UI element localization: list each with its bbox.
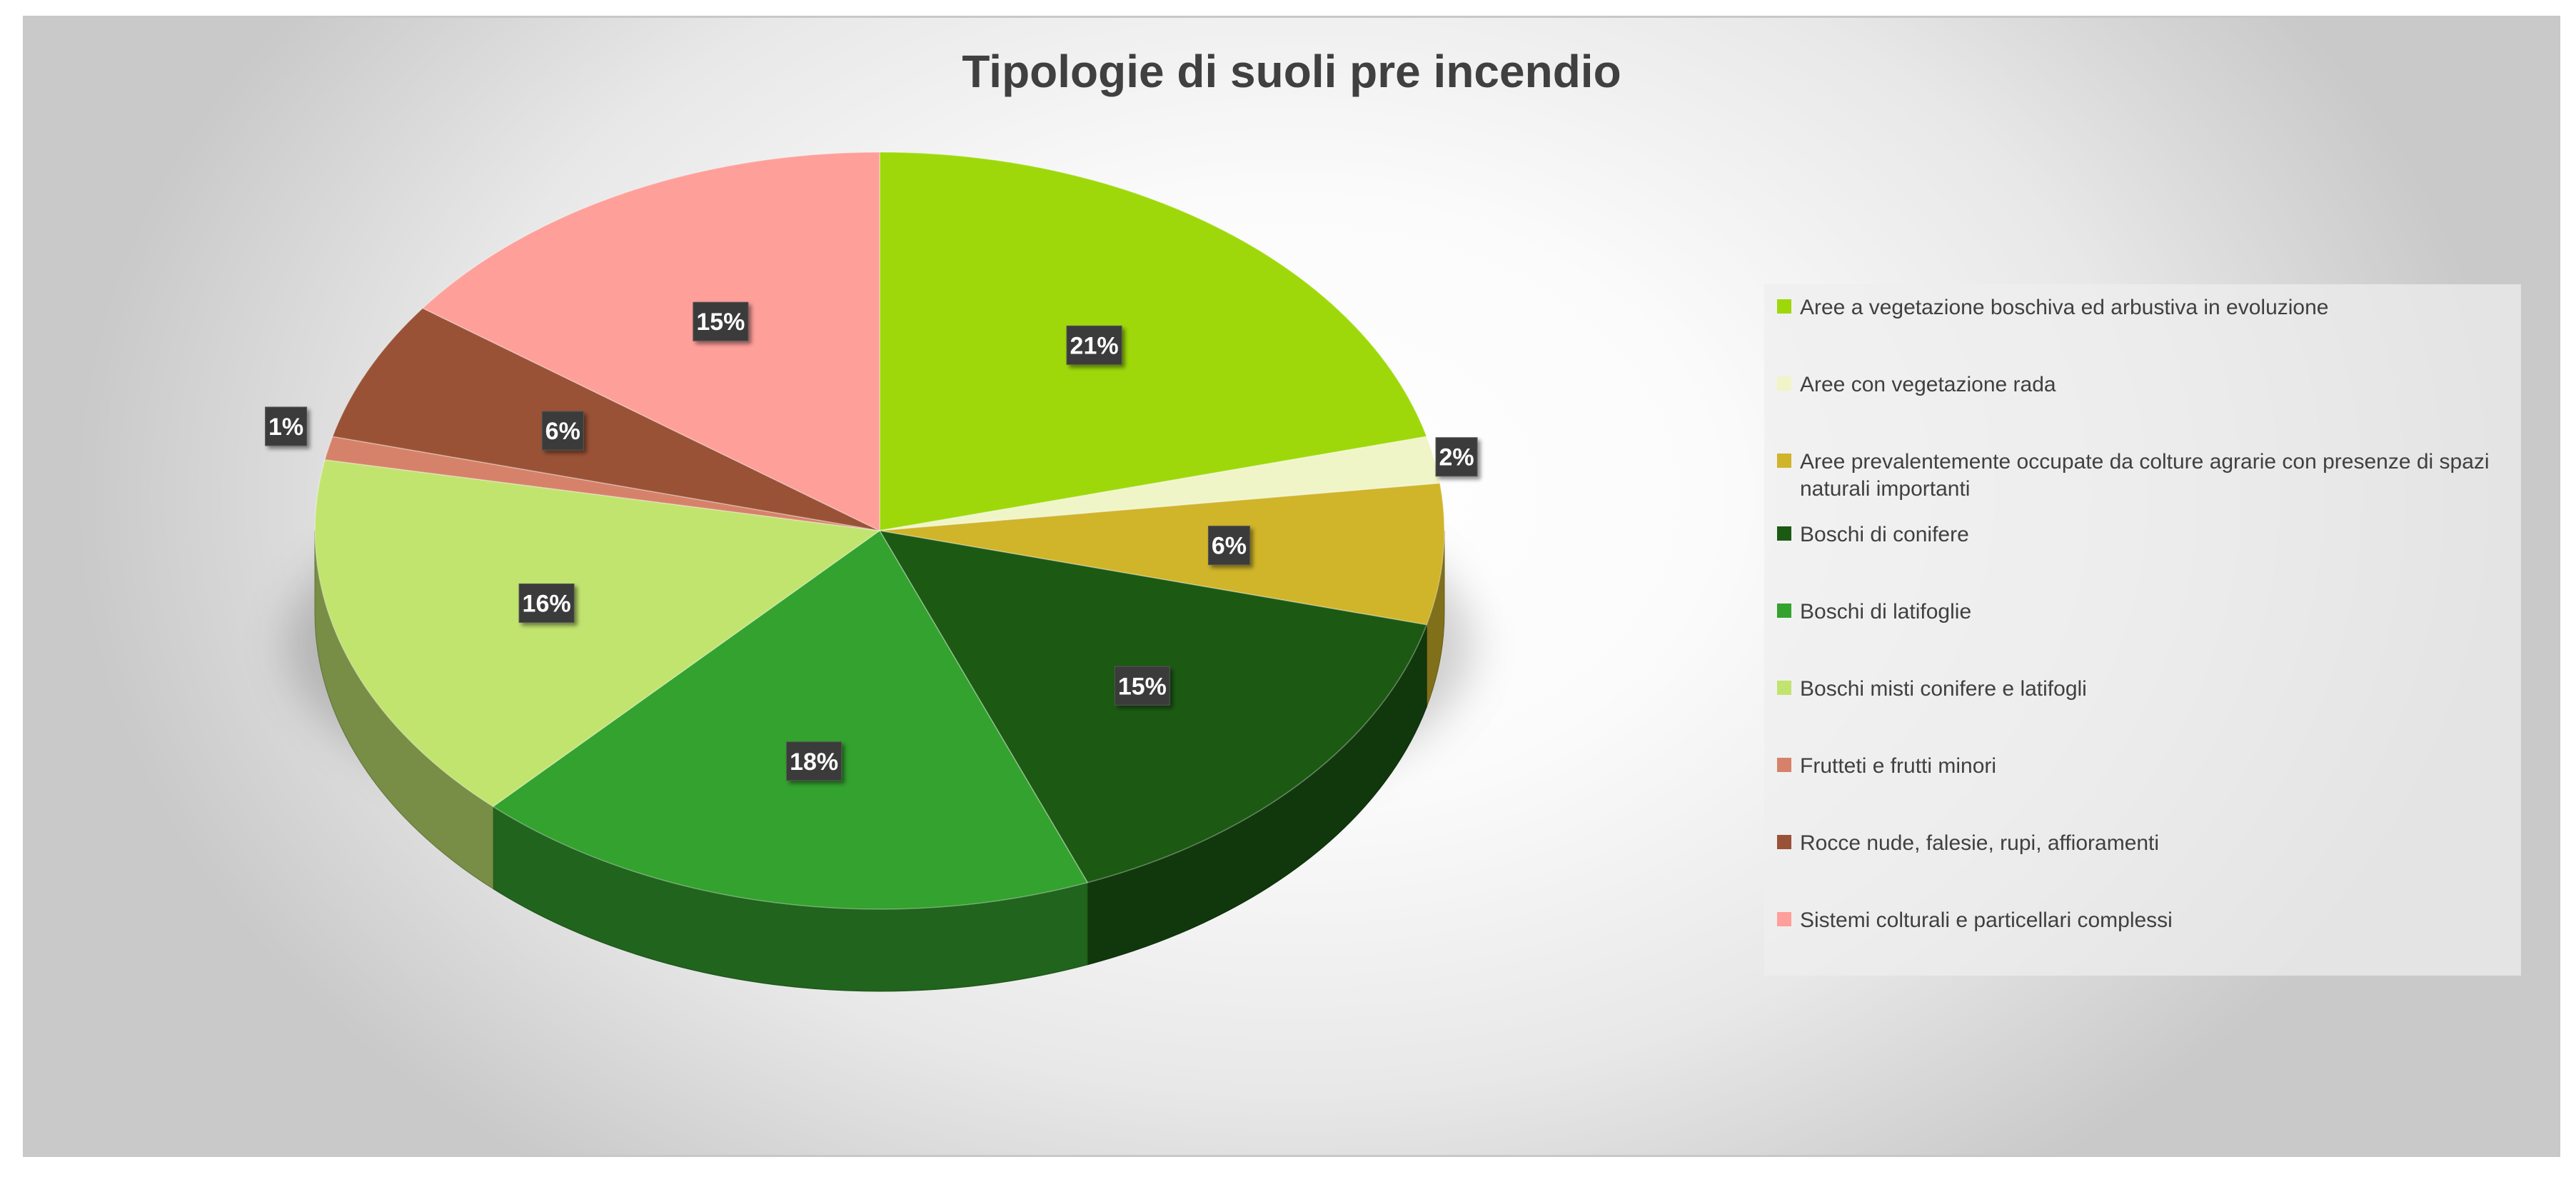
legend-label: Sistemi colturali e particellari comples… [1800, 908, 2173, 932]
pie-slice-3 [878, 529, 1428, 883]
legend-item: Boschi di conifere [1777, 521, 2512, 549]
pie-slice-6 [324, 436, 880, 531]
legend-item: Aree a vegetazione boschiva ed arbustiva… [1777, 294, 2512, 321]
pie-slice-1 [879, 436, 1441, 531]
legend: Aree a vegetazione boschiva ed arbustiva… [1764, 284, 2521, 976]
legend-label: Rocce nude, falesie, rupi, affioramenti [1800, 831, 2160, 855]
data-label-text-3: 15% [1118, 673, 1167, 700]
pie-slice-5 [314, 459, 881, 808]
data-label-text-2: 6% [1212, 533, 1247, 560]
legend-item: Aree con vegetazione rada [1777, 371, 2512, 399]
data-label-0: 21% [1066, 325, 1122, 365]
chart-area: Tipologie di suoli pre incendio 21% 2% 6% 1… [23, 16, 2560, 1157]
data-label-4: 18% [786, 741, 842, 781]
legend-item: Rocce nude, falesie, rupi, affioramenti [1777, 830, 2512, 857]
legend-item: Frutteti e frutti minori [1777, 753, 2512, 780]
legend-label: Boschi di latifoglie [1800, 600, 1972, 623]
data-label-text-1: 2% [1439, 444, 1474, 471]
legend-swatch [1777, 376, 1791, 391]
data-label-text-5: 16% [523, 591, 571, 618]
data-label-text-8: 15% [696, 309, 745, 336]
data-label-6: 1% [265, 406, 308, 446]
legend-item: Boschi di latifoglie [1777, 598, 2512, 626]
legend-item: Sistemi colturali e particellari comples… [1777, 907, 2512, 934]
data-label-8: 15% [693, 301, 749, 341]
legend-swatch [1777, 758, 1791, 772]
data-label-1: 2% [1435, 437, 1478, 477]
data-label-text-4: 18% [790, 748, 838, 776]
legend-label: Aree prevalentemente occupate da colture… [1800, 450, 2490, 501]
data-label-2: 6% [1207, 526, 1250, 566]
legend-swatch [1777, 681, 1791, 695]
legend-swatch [1777, 912, 1791, 926]
legend-swatch [1777, 299, 1791, 314]
legend-swatch [1777, 603, 1791, 618]
legend-swatch [1777, 526, 1791, 541]
pie-slice-7 [331, 307, 880, 531]
data-label-text-7: 6% [545, 418, 580, 445]
legend-label: Frutteti e frutti minori [1800, 754, 1997, 778]
legend-item: Boschi misti conifere e latifogli [1777, 676, 2512, 703]
data-label-5: 16% [518, 584, 575, 623]
legend-swatch [1777, 835, 1791, 849]
pie-chart: 21% 2% 6% 15% 18% 16% 1% 6% 15% [265, 151, 1478, 992]
data-label-7: 6% [541, 411, 584, 451]
data-label-3: 15% [1114, 666, 1170, 706]
data-label-text-6: 1% [268, 414, 303, 441]
legend-label: Boschi di conifere [1800, 523, 1969, 546]
pie-slice-4 [492, 529, 1089, 910]
legend-label: Aree con vegetazione rada [1800, 373, 2056, 396]
pie-slice-8 [421, 151, 880, 532]
legend-label: Boschi misti conifere e latifogli [1800, 677, 2087, 701]
chart-title: Tipologie di suoli pre incendio [962, 46, 1621, 97]
legend-item: Aree prevalentemente occupate da colture… [1777, 449, 2512, 503]
legend-label: Aree a vegetazione boschiva ed arbustiva… [1800, 296, 2329, 319]
legend-swatch [1777, 454, 1791, 468]
pie-slice-2 [879, 482, 1445, 626]
pie-slice-0 [879, 151, 1428, 531]
data-label-text-0: 21% [1070, 332, 1119, 359]
